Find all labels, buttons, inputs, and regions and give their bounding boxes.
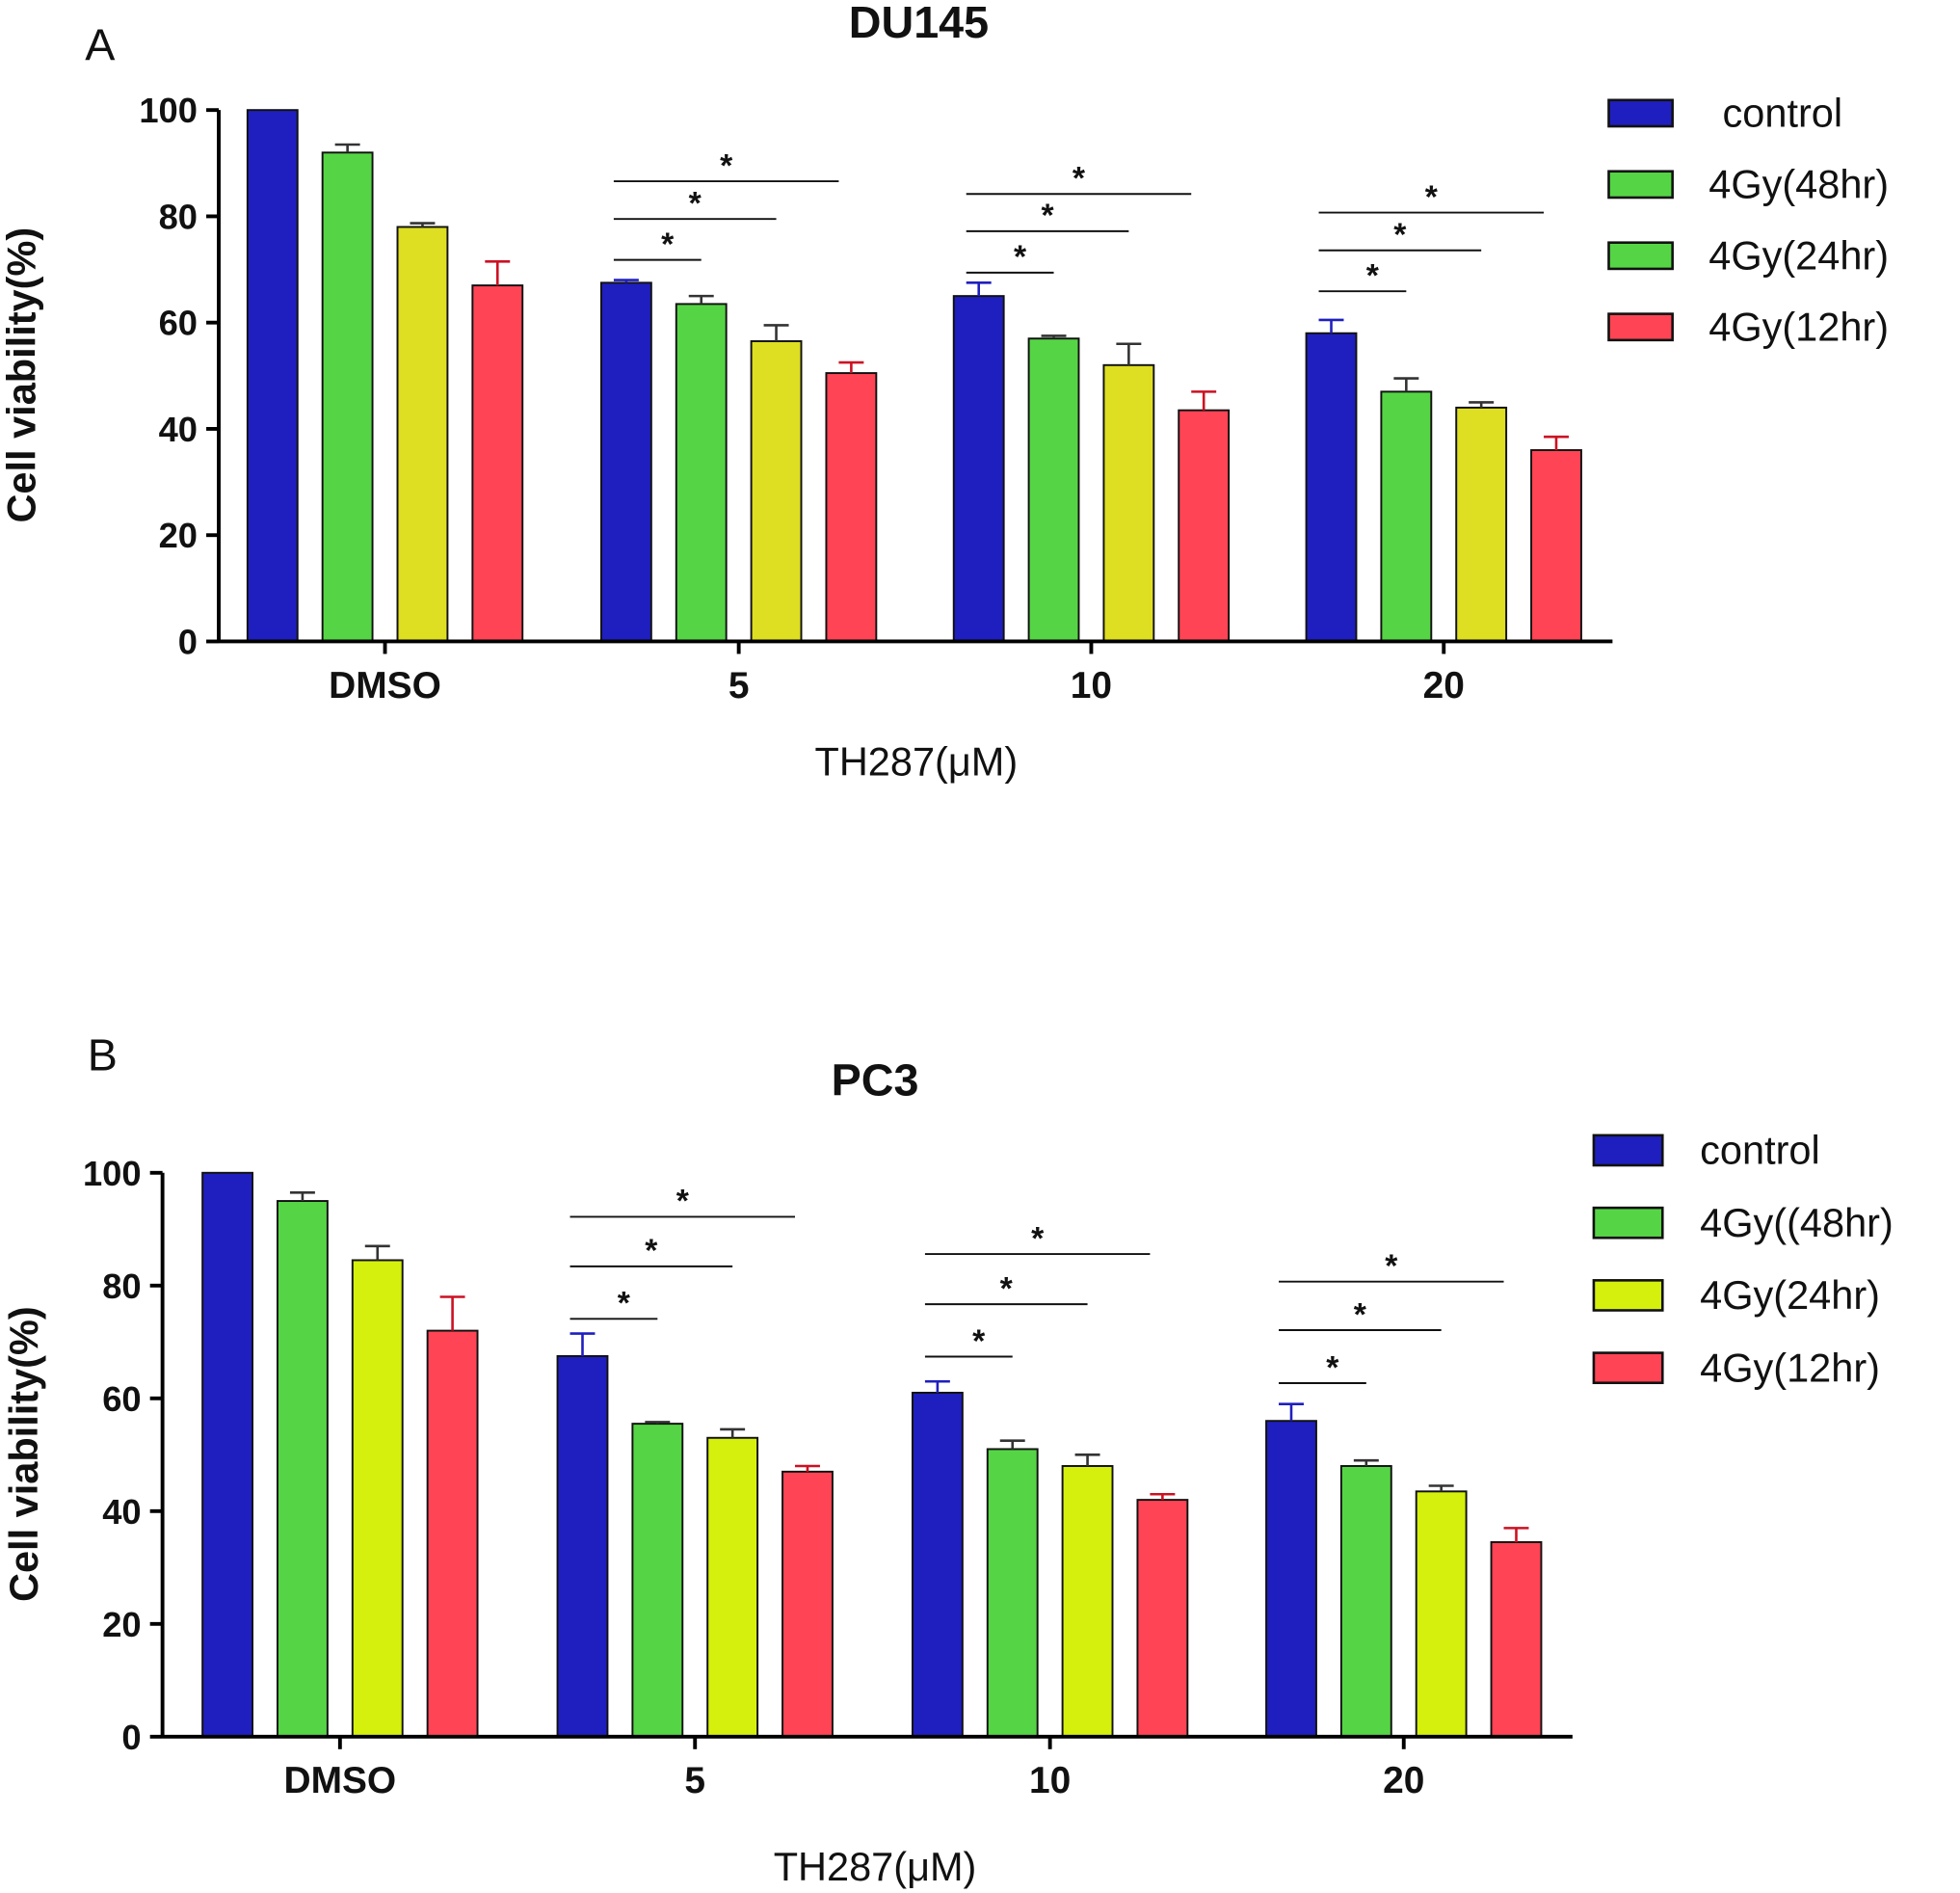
y-tick-label: 20 [102,1605,141,1644]
significance-star: * [1354,1296,1367,1333]
legend-label: 4Gy(12hr) [1700,1345,1880,1390]
bar [1339,1465,1392,1738]
y-tick-label: 100 [83,1154,142,1193]
bar [825,372,878,643]
bar [599,281,652,643]
legend-label: 4Gy((48hr) [1700,1200,1894,1245]
bar [952,295,1005,643]
bar [471,284,524,643]
legend-swatch [1592,1206,1664,1240]
significance-star: * [689,185,702,222]
significance-star: * [645,1233,658,1269]
x-axis-label: TH287(μM) [774,1844,977,1889]
significance-star: * [1073,160,1086,197]
bar [750,340,803,643]
bar [1490,1541,1543,1738]
chart-title: PC3 [832,1054,919,1105]
y-tick-label: 60 [159,304,198,343]
x-axis-label: TH287(μM) [814,738,1018,784]
x-tick-label: 10 [1071,665,1112,707]
x-tick-label: DMSO [329,665,441,707]
legend-swatch [1592,1351,1664,1385]
legend-label: 4Gy(24hr) [1700,1272,1880,1318]
bar [1380,390,1433,643]
bar [201,1171,254,1738]
bar [1061,1465,1114,1738]
bar [706,1436,759,1738]
bar [246,109,299,643]
panel-label: B [88,1029,118,1080]
bar [396,226,449,643]
significance-star: * [1000,1270,1014,1307]
significance-star: * [1031,1220,1045,1257]
bar [1102,363,1155,643]
y-tick-label: 40 [102,1492,141,1532]
bar [911,1391,964,1738]
bar [321,151,374,643]
legend-label: control [1700,1128,1820,1173]
x-tick-label: 5 [728,665,750,707]
bar [351,1259,404,1738]
legend-swatch [1607,241,1674,271]
bar [426,1329,479,1738]
significance-star: * [1326,1349,1339,1386]
y-tick-label: 100 [139,91,198,130]
bar [1530,449,1582,643]
bar [675,303,728,643]
y-tick-label: 40 [159,410,198,449]
legend-swatch [1607,170,1674,200]
y-axis-label: Cell viability(%) [0,227,43,523]
legend-swatch [1592,1279,1664,1312]
y-tick-label: 20 [159,516,198,555]
y-tick-label: 60 [102,1379,141,1419]
legend-label: 4Gy(12hr) [1708,305,1889,350]
y-tick-label: 0 [178,622,198,661]
y-axis-label: Cell viability(%) [1,1306,46,1602]
y-tick-label: 80 [159,197,198,236]
significance-star: * [618,1285,631,1321]
x-tick-label: 10 [1029,1760,1071,1801]
bar [277,1200,329,1738]
bar [1136,1499,1189,1738]
x-tick-label: DMSO [283,1760,396,1801]
significance-star: * [1385,1248,1398,1285]
legend-label: control [1723,91,1843,136]
significance-star: * [972,1322,986,1359]
significance-star: * [1425,178,1439,215]
x-tick-label: 20 [1423,665,1465,707]
bar [1455,406,1508,643]
significance-star: * [1041,198,1054,234]
bar [781,1470,834,1738]
significance-star: * [676,1183,690,1219]
chart-title: DU145 [849,0,989,47]
significance-star: * [1366,257,1380,294]
bar [1305,332,1358,643]
bar [1178,409,1231,643]
bar [1027,337,1080,643]
legend-swatch [1592,1133,1664,1167]
bar [556,1354,609,1738]
significance-star: * [661,226,675,262]
bar [1415,1490,1468,1738]
panel-label: A [85,19,116,69]
significance-star: * [1393,217,1407,253]
bar [986,1448,1039,1738]
y-tick-label: 80 [102,1266,141,1306]
bar [1265,1420,1317,1738]
legend-label: 4Gy(24hr) [1708,233,1889,279]
legend-swatch [1607,312,1674,342]
legend-label: 4Gy(48hr) [1708,162,1889,207]
significance-star: * [720,147,733,184]
significance-star: * [1014,239,1027,276]
bar [631,1423,684,1738]
y-tick-label: 0 [121,1718,141,1757]
x-tick-label: 5 [684,1760,705,1801]
x-tick-label: 20 [1383,1760,1424,1801]
legend-swatch [1607,98,1674,128]
